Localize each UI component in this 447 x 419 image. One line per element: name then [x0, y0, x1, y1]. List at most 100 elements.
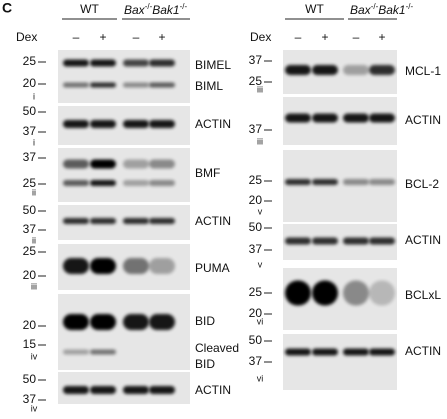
dex-label: Dex [16, 30, 37, 44]
band [285, 179, 311, 185]
blot-set: v [258, 206, 263, 216]
band [123, 314, 149, 330]
band [90, 218, 116, 224]
band [149, 180, 175, 186]
dex-sign: + [158, 30, 165, 44]
blot-set: v [258, 259, 263, 269]
band [285, 280, 311, 306]
superscript: -/- [406, 2, 414, 11]
mw-marker: 20 [249, 193, 263, 207]
band [312, 179, 338, 185]
dex-sign: – [295, 30, 302, 44]
blot-set: iii [31, 281, 37, 291]
band [63, 218, 89, 224]
protein-label: BMF [195, 166, 220, 180]
band [63, 120, 89, 128]
band [123, 386, 149, 394]
mw-marker: 37 [23, 392, 37, 406]
band [369, 65, 395, 75]
genotype-ko: Bax-/-Bak1-/- [124, 2, 187, 17]
mw-marker: 25 [23, 54, 37, 68]
mw-marker: 20 [23, 76, 37, 90]
blot [58, 50, 190, 103]
mw-marker: 20 [23, 268, 37, 282]
mw-marker: 37 [249, 53, 263, 67]
band [149, 120, 175, 128]
blot [283, 334, 397, 390]
band [343, 348, 369, 356]
mw-marker: 50 [23, 372, 37, 386]
band [343, 113, 369, 123]
protein-label: ACTIN [405, 344, 441, 358]
gene-name: Bax [124, 3, 146, 17]
mw-marker: 37 [249, 354, 263, 368]
protein-label: ACTIN [405, 233, 441, 247]
band [63, 349, 89, 355]
blot-set: iv [31, 403, 38, 413]
blot-set: iii [257, 84, 263, 94]
band [123, 258, 149, 274]
genotype-ko: Bax-/-Bak1-/- [350, 2, 413, 17]
band [123, 120, 149, 128]
blot-set: ii [32, 187, 36, 197]
blot-set: iv [31, 351, 38, 361]
blot-set: i [33, 137, 35, 147]
band [312, 280, 338, 306]
band [123, 59, 149, 67]
band [343, 237, 369, 245]
blot [58, 148, 190, 202]
dex-sign: + [321, 30, 328, 44]
band [285, 65, 311, 75]
band [63, 159, 89, 169]
band [90, 180, 116, 186]
band [312, 237, 338, 245]
blot [283, 150, 397, 222]
mw-marker: 50 [23, 203, 37, 217]
band [63, 82, 89, 88]
band [63, 59, 89, 67]
band [63, 258, 89, 274]
band [312, 348, 338, 356]
dex-sign: + [99, 30, 106, 44]
protein-label: BIML [195, 79, 223, 93]
protein-label: BCL-2 [405, 177, 439, 191]
band [63, 314, 89, 330]
gene-name: Bak1 [152, 3, 179, 17]
protein-label: MCL-1 [405, 64, 441, 78]
mw-marker: 25 [23, 176, 37, 190]
mw-marker: 50 [23, 104, 37, 118]
band [285, 348, 311, 356]
mw-marker: 50 [249, 220, 263, 234]
genotype-wt: WT [305, 2, 324, 16]
gene-name: Bax [350, 3, 372, 17]
mw-marker: 37 [23, 124, 37, 138]
band [123, 159, 149, 169]
mw-marker: 25 [23, 244, 37, 258]
band [149, 159, 175, 169]
protein-label: BIMEL [195, 58, 231, 72]
band [149, 314, 175, 330]
band [369, 348, 395, 356]
band [312, 113, 338, 123]
gene-name: Bak1 [378, 3, 405, 17]
band [90, 59, 116, 67]
band [285, 113, 311, 123]
band [312, 65, 338, 75]
mw-marker: 37 [249, 242, 263, 256]
protein-label: ACTIN [195, 383, 231, 397]
band [90, 258, 116, 274]
dex-sign: – [133, 30, 140, 44]
band [123, 218, 149, 224]
protein-label: PUMA [195, 261, 230, 275]
dex-label: Dex [250, 30, 271, 44]
mw-marker: 37 [23, 222, 37, 236]
protein-label: ACTIN [195, 214, 231, 228]
band [90, 314, 116, 330]
protein-label: ACTIN [195, 117, 231, 131]
band [343, 65, 369, 75]
superscript: -/- [180, 2, 188, 11]
blot-set: vi [257, 316, 264, 326]
superscript: -/- [145, 2, 153, 11]
band [149, 258, 175, 274]
